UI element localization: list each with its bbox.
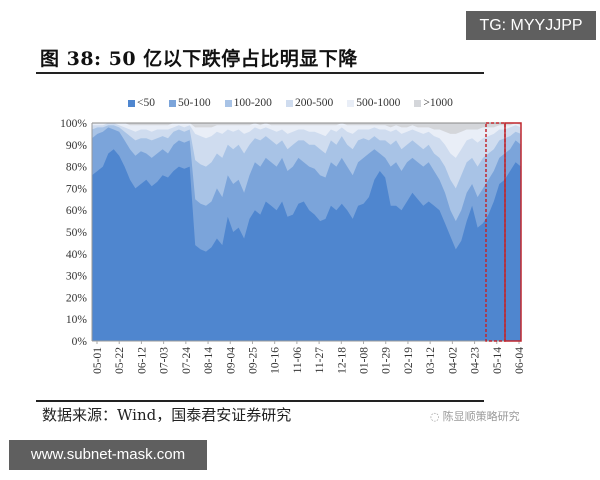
x-tick-label: 12-18 xyxy=(336,347,348,374)
legend-label: 200-500 xyxy=(294,97,334,109)
x-tick-label: 08-14 xyxy=(203,347,215,374)
highlight-box-solid xyxy=(504,122,522,342)
legend-item: 500-1000 xyxy=(347,97,400,109)
x-tick-label: 11-06 xyxy=(292,347,304,374)
area-series-0 xyxy=(92,149,521,341)
legend-swatch xyxy=(285,99,293,107)
x-tick-label: 02-19 xyxy=(403,347,415,374)
legend-swatch xyxy=(414,99,422,107)
x-tick-label: 05-14 xyxy=(492,347,504,374)
x-tick-label: 01-29 xyxy=(381,347,393,374)
y-tick-label: 40% xyxy=(66,249,88,261)
x-tick-label: 06-12 xyxy=(136,347,148,374)
y-tick-label: 60% xyxy=(66,205,88,217)
legend-item: <50 xyxy=(128,97,155,109)
watermark-badge-top: TG: MYYJJPP xyxy=(466,11,596,40)
legend-swatch xyxy=(169,99,176,107)
legend-swatch xyxy=(347,99,355,107)
x-tick-label: 07-03 xyxy=(159,347,171,374)
source-divider xyxy=(36,400,484,402)
x-tick-label: 06-04 xyxy=(514,347,526,374)
legend-label: >1000 xyxy=(423,97,453,109)
x-tick-label: 09-04 xyxy=(225,347,237,374)
watermark-badge-bottom: www.subnet-mask.com xyxy=(9,440,207,470)
y-tick-label: 50% xyxy=(66,227,88,239)
x-tick-label: 05-01 xyxy=(92,347,104,374)
x-tick-label: 11-27 xyxy=(314,347,326,374)
x-tick-label: 05-22 xyxy=(114,347,126,374)
figure-title: 图 38: 50 亿以下跌停占比明显下降 xyxy=(40,48,358,70)
x-tick-label: 04-02 xyxy=(447,347,459,374)
x-tick-label: 10-16 xyxy=(270,347,282,374)
data-source-note: 数据来源：Wind，国泰君安证券研究 xyxy=(42,406,292,424)
x-tick-label: 04-23 xyxy=(470,347,482,374)
legend-item: 100-200 xyxy=(224,97,272,109)
wechat-icon: ◌ xyxy=(430,409,440,423)
y-tick-label: 10% xyxy=(66,314,88,326)
legend-item: >1000 xyxy=(414,97,453,109)
wechat-attribution: ◌ 陈显顺策略研究 xyxy=(430,408,520,424)
y-tick-label: 70% xyxy=(66,183,88,195)
legend-swatch xyxy=(224,99,232,107)
x-tick-label: 09-25 xyxy=(247,347,259,374)
y-tick-label: 30% xyxy=(66,271,88,283)
x-tick-label: 03-12 xyxy=(425,347,437,374)
x-tick-label: 01-08 xyxy=(359,347,371,374)
legend-item: 200-500 xyxy=(285,97,334,109)
chart-legend: <50 50-100 100-200 200-500 500-1000 >1000 xyxy=(128,97,453,109)
title-divider xyxy=(36,72,484,74)
legend-label: 50-100 xyxy=(178,97,211,109)
legend-swatch xyxy=(128,99,135,107)
wechat-account-name: 陈显顺策略研究 xyxy=(442,410,520,423)
legend-label: <50 xyxy=(137,97,155,109)
y-tick-label: 80% xyxy=(66,162,88,174)
y-tick-label: 0% xyxy=(72,336,88,348)
legend-label: 500-1000 xyxy=(356,97,401,109)
x-tick-label: 07-24 xyxy=(181,347,193,374)
y-tick-label: 100% xyxy=(60,118,87,130)
legend-item: 50-100 xyxy=(169,97,211,109)
y-tick-label: 20% xyxy=(66,292,88,304)
legend-label: 100-200 xyxy=(233,97,272,109)
area-chart: 0% 10% 20% 30% 40% 50% 60% 70% 80% 90% 100% 05-01 05… xyxy=(60,118,526,374)
y-tick-label: 90% xyxy=(66,140,88,152)
